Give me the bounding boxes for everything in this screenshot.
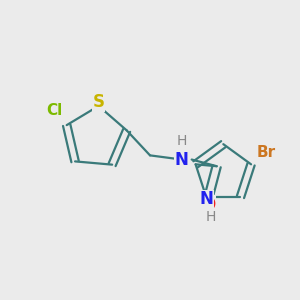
Text: H: H xyxy=(205,210,215,224)
Text: H: H xyxy=(176,134,187,148)
Text: N: N xyxy=(175,151,189,169)
Text: Br: Br xyxy=(256,145,276,160)
Text: Cl: Cl xyxy=(46,103,62,118)
Text: S: S xyxy=(93,93,105,111)
Text: O: O xyxy=(201,196,215,214)
Text: N: N xyxy=(199,190,213,208)
